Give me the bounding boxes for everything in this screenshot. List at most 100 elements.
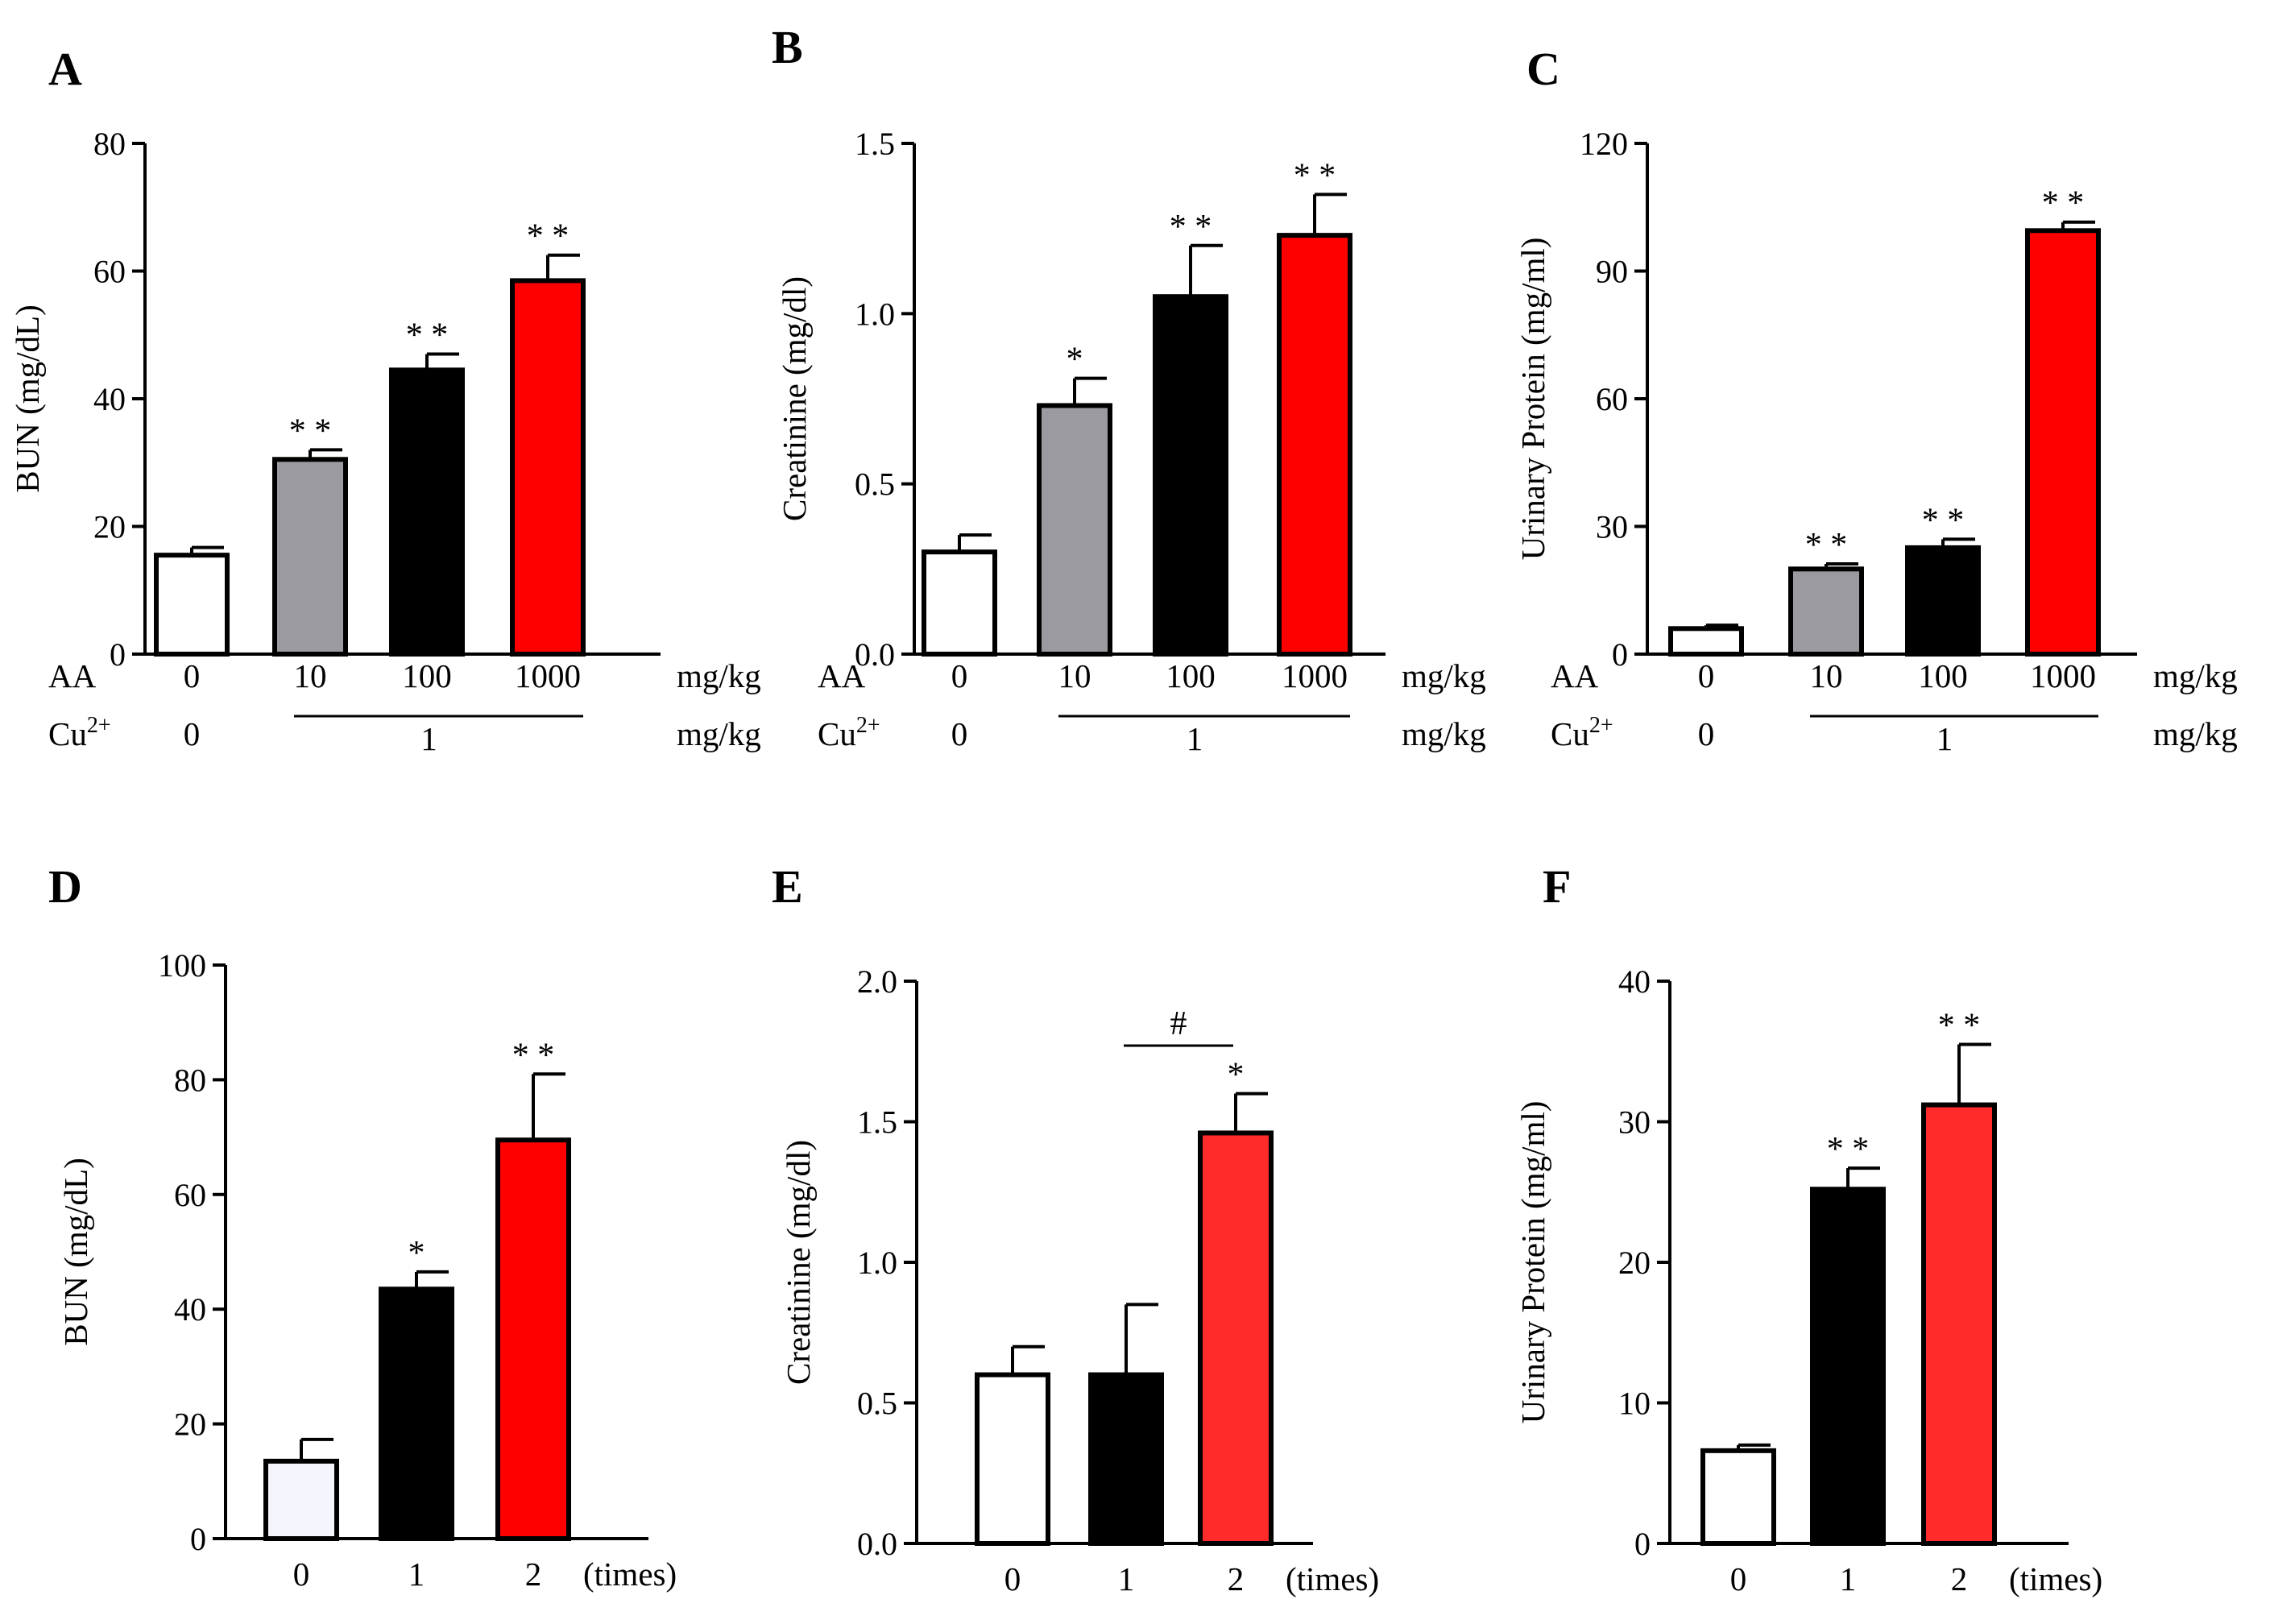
aa-dose-label: 0 [184, 657, 201, 694]
y-tick-label: 40 [93, 381, 126, 417]
panel-c: C 0 30 60 90 120 Urinary Protein (mg/ml) * * * *… [1514, 43, 2238, 757]
significance-label: * * [1294, 157, 1336, 194]
dose-unit: mg/kg [2153, 657, 2238, 694]
panel-letter: B [772, 21, 803, 73]
bar [922, 549, 997, 657]
x-tick-label: 2 [525, 1556, 542, 1593]
significance-label: * [408, 1235, 425, 1272]
y-tick-label: 40 [174, 1291, 206, 1328]
y-tick-label: 60 [1596, 381, 1628, 417]
aa-dose-label: 100 [402, 657, 452, 694]
row-label-aa: AA [48, 657, 97, 694]
y-tick-label: 80 [174, 1062, 206, 1098]
bar [1810, 1187, 1886, 1546]
panel-letter: A [48, 43, 82, 95]
y-axis-label: Urinary Protein (mg/ml) [1514, 238, 1551, 561]
aa-dose-label: 100 [1918, 657, 1968, 694]
row-label-aa: AA [1551, 657, 1599, 694]
bar [379, 1286, 454, 1542]
panel-d: D 0 20 40 60 80 100 BUN (mg/dL) * * * 0 1 2 (times) [48, 860, 677, 1593]
aa-dose-label: 10 [1058, 657, 1091, 694]
x-tick-label: 1 [1840, 1560, 1857, 1597]
bar [975, 1372, 1050, 1546]
bar [1668, 626, 1744, 657]
bar [1788, 566, 1864, 657]
significance-label: * * [2042, 185, 2085, 222]
y-tick-label: 0.0 [855, 636, 895, 673]
x-tick-label: 0 [1730, 1560, 1747, 1597]
bar [1153, 294, 1228, 657]
significance-label: * * [1805, 527, 1848, 564]
y-tick-label: 90 [1596, 254, 1628, 290]
dose-unit: mg/kg [1402, 657, 1486, 694]
y-tick-label: 0 [190, 1521, 206, 1557]
y-axis-label: Creatinine (mg/dl) [776, 276, 813, 521]
bar [263, 1458, 339, 1542]
y-axis-label: BUN (mg/dL) [9, 304, 46, 492]
y-tick-label: 0 [110, 636, 126, 673]
y-tick-label: 30 [1596, 509, 1628, 545]
x-unit-label: (times) [2009, 1560, 2102, 1597]
row-label-aa: AA [818, 657, 866, 694]
significance-label: * * [527, 218, 570, 255]
y-tick-label: 2.0 [857, 963, 897, 1000]
panel-letter: D [48, 860, 82, 913]
y-tick-label: 1.0 [857, 1245, 897, 1281]
bar [1277, 233, 1352, 657]
y-tick-label: 60 [93, 254, 126, 290]
bar [389, 367, 465, 657]
x-tick-label: 0 [293, 1556, 310, 1593]
y-tick-label: 120 [1580, 126, 1628, 162]
y-axis-label: BUN (mg/dL) [57, 1158, 94, 1345]
dose-unit: mg/kg [2153, 715, 2238, 752]
panel-letter: E [772, 860, 803, 913]
y-tick-label: 1.5 [857, 1104, 897, 1141]
y-tick-label: 0.5 [855, 466, 895, 503]
row-label-cu: Cu2+ [818, 713, 880, 752]
cu-dose-label: 1 [1187, 720, 1203, 757]
y-tick-label: 80 [93, 126, 126, 162]
bar [1198, 1130, 1274, 1546]
y-tick-label: 0 [1612, 636, 1628, 673]
aa-dose-label: 1000 [2030, 657, 2096, 694]
x-tick-label: 1 [408, 1556, 425, 1593]
x-tick-label: 1 [1118, 1560, 1135, 1597]
bar [1037, 403, 1112, 657]
x-unit-label: (times) [1286, 1560, 1379, 1597]
cu-dose-label: 0 [184, 715, 201, 752]
panel-letter: F [1543, 860, 1571, 913]
cu-dose-label: 1 [420, 720, 437, 757]
bar [154, 553, 230, 657]
y-tick-label: 10 [1618, 1386, 1651, 1422]
x-unit-label: (times) [583, 1556, 677, 1593]
y-axis-label: Creatinine (mg/dl) [780, 1140, 817, 1385]
row-label-cu: Cu2+ [1551, 713, 1613, 752]
row-label-cu: Cu2+ [48, 713, 111, 752]
aa-dose-label: 1000 [515, 657, 581, 694]
aa-dose-label: 10 [294, 657, 327, 694]
y-tick-label: 0.5 [857, 1386, 897, 1422]
x-tick-label: 2 [1951, 1560, 1968, 1597]
aa-dose-label: 0 [1698, 657, 1715, 694]
y-tick-label: 20 [93, 509, 126, 545]
bar [1905, 545, 1981, 657]
x-tick-label: 0 [1004, 1560, 1021, 1597]
panel-letter: C [1526, 43, 1560, 95]
y-axis-label: Urinary Protein (mg/ml) [1514, 1101, 1551, 1424]
comparison-label: # [1170, 1005, 1187, 1042]
significance-label: * [1067, 342, 1083, 379]
bar [495, 1137, 571, 1542]
bar [510, 278, 586, 657]
panel-b: B 0.0 0.5 1.0 1.5 Creatinine (mg/dl) * * * * * AA… [772, 21, 1486, 757]
significance-label: * * [406, 317, 449, 354]
y-tick-label: 1.0 [855, 296, 895, 332]
aa-dose-label: 1000 [1282, 657, 1348, 694]
panel-f: F 0 10 20 30 40 Urinary Protein (mg/ml) * * * * 0… [1514, 860, 2102, 1597]
y-tick-label: 30 [1618, 1104, 1651, 1141]
bar [1700, 1448, 1776, 1546]
dose-unit: mg/kg [1402, 715, 1486, 752]
significance-label: * * [1827, 1131, 1870, 1168]
y-tick-label: 0.0 [857, 1526, 897, 1562]
